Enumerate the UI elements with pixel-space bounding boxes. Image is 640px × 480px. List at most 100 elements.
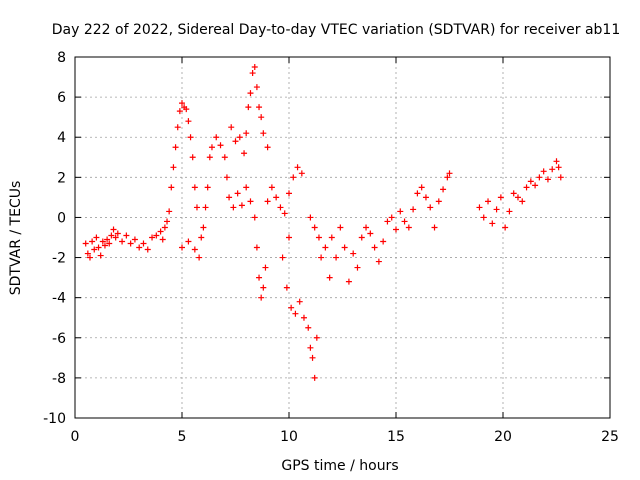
data-point — [196, 254, 203, 261]
data-point — [183, 106, 190, 113]
data-point — [446, 170, 453, 177]
data-point — [315, 234, 322, 241]
data-point — [444, 174, 451, 181]
data-point — [95, 244, 102, 251]
data-point — [350, 250, 357, 257]
data-point — [189, 154, 196, 161]
data-point — [127, 240, 134, 247]
chart-title: Day 222 of 2022, Sidereal Day-to-day VTE… — [52, 22, 621, 38]
data-point — [307, 214, 314, 221]
plot-frame — [74, 56, 611, 419]
data-point — [256, 104, 263, 111]
data-point — [418, 184, 425, 191]
data-point — [286, 190, 292, 197]
data-point — [82, 240, 89, 247]
data-points — [82, 64, 564, 381]
data-point — [540, 168, 547, 175]
data-point — [153, 232, 160, 239]
data-point — [112, 234, 119, 241]
data-point — [305, 324, 312, 331]
data-point — [279, 254, 286, 261]
data-point — [264, 198, 271, 205]
data-point — [193, 204, 200, 211]
data-point — [161, 224, 168, 231]
y-tick-label: -6 — [52, 331, 66, 347]
data-point — [337, 224, 344, 231]
data-point — [198, 234, 205, 241]
data-point — [119, 238, 126, 245]
data-point — [260, 130, 267, 137]
data-point — [536, 174, 543, 181]
data-point — [311, 224, 318, 231]
y-tick-label: 4 — [57, 130, 66, 146]
data-point — [157, 228, 164, 235]
data-point — [86, 254, 93, 261]
data-point — [262, 264, 269, 271]
data-point — [506, 208, 513, 215]
data-point — [253, 244, 260, 251]
data-point — [241, 150, 248, 157]
data-point — [251, 64, 258, 71]
data-point — [226, 194, 233, 201]
y-tick-label: -10 — [43, 411, 66, 427]
data-point — [221, 154, 228, 161]
data-point — [485, 198, 492, 205]
data-point — [393, 226, 399, 233]
data-point — [502, 224, 509, 231]
data-point — [523, 184, 530, 191]
data-point — [191, 184, 198, 191]
data-point — [328, 234, 335, 241]
data-point — [230, 204, 237, 211]
data-point — [553, 158, 560, 165]
data-point — [206, 154, 213, 161]
data-point — [176, 108, 183, 115]
y-axis-ticks: -10 -8 -6 -4 -2 0 2 4 6 8 — [43, 50, 610, 427]
data-point — [333, 254, 340, 261]
data-point — [170, 164, 177, 171]
data-point — [191, 246, 198, 253]
data-point — [375, 258, 382, 265]
data-point — [292, 310, 299, 317]
data-point — [313, 334, 320, 341]
data-point — [440, 186, 447, 193]
data-point — [260, 284, 267, 291]
data-point — [514, 194, 521, 201]
data-point — [217, 142, 224, 149]
data-point — [544, 176, 551, 183]
data-point — [168, 184, 175, 191]
data-point — [202, 204, 209, 211]
y-tick-label: 0 — [57, 210, 66, 226]
data-point — [123, 232, 130, 239]
data-point — [557, 174, 564, 181]
data-point — [510, 190, 517, 197]
x-axis-label: GPS time / hours — [281, 458, 398, 474]
data-point — [307, 344, 314, 351]
data-point — [527, 178, 534, 185]
data-point — [290, 174, 297, 181]
x-tick-label: 0 — [71, 429, 80, 445]
data-point — [106, 240, 113, 247]
data-point — [264, 144, 271, 151]
data-point — [497, 194, 504, 201]
x-tick-label: 25 — [601, 429, 619, 445]
data-point — [243, 184, 250, 191]
data-point — [549, 166, 556, 173]
y-tick-label: 2 — [57, 170, 66, 186]
data-point — [84, 250, 91, 257]
data-point — [91, 246, 98, 253]
data-point — [281, 210, 288, 217]
y-tick-label: 8 — [57, 50, 66, 66]
data-point — [294, 164, 301, 171]
data-point — [422, 194, 429, 201]
data-point — [179, 100, 185, 107]
data-point — [367, 230, 374, 237]
data-point — [493, 206, 500, 213]
data-point — [298, 170, 305, 177]
data-point — [322, 244, 329, 251]
data-point — [200, 224, 207, 231]
data-point — [532, 182, 539, 189]
data-point — [185, 118, 192, 125]
data-point — [345, 278, 352, 285]
data-point — [174, 124, 181, 131]
data-point — [245, 104, 252, 111]
